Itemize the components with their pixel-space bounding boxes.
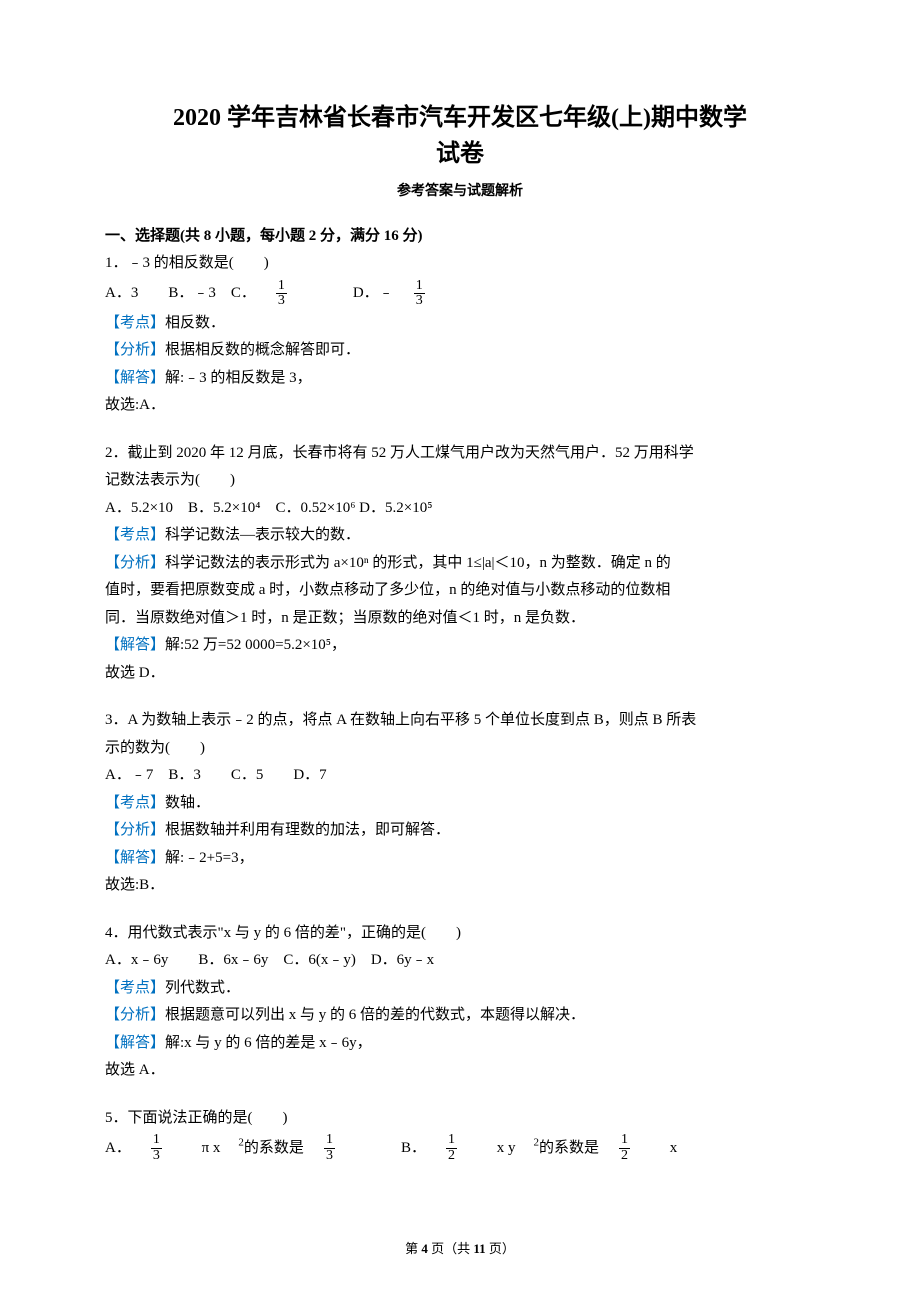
q1-conclusion: 故选:A． [105, 393, 815, 419]
question-2: 2．截止到 2020 年 12 月底，长春市将有 52 万人工煤气用户改为天然气… [105, 441, 815, 687]
q3-conclusion: 故选:B． [105, 873, 815, 899]
q3-stem-1: 3．A 为数轴上表示﹣2 的点，将点 A 在数轴上向右平移 5 个单位长度到点 … [105, 708, 815, 734]
fenxi-label: 【分析】 [105, 1007, 165, 1023]
fraction-one-third: 13 [276, 279, 305, 309]
question-5: 5．下面说法正确的是( ) A．13 π x2的系数是13 B．12 x y2的… [105, 1106, 815, 1164]
fraction-one-half: 12 [619, 1133, 648, 1163]
q5-opt-b-end: x [666, 1140, 677, 1156]
q1-fenxi: 【分析】根据相反数的概念解答即可． [105, 338, 815, 364]
jieda-label: 【解答】 [105, 370, 165, 386]
page-footer: 第 4 页（共 11 页） [0, 1238, 920, 1257]
q5-opt-a-mid: π x [198, 1140, 221, 1156]
q5-opt-b-mid: x y [493, 1140, 516, 1156]
q4-jieda: 【解答】解:x 与 y 的 6 倍的差是 x﹣6y， [105, 1031, 815, 1057]
q3-fenxi: 【分析】根据数轴并利用有理数的加法，即可解答． [105, 818, 815, 844]
q1-opt-d-prefix: D．﹣ [323, 285, 394, 301]
q5-opt-a-suffix: 的系数是 [244, 1140, 304, 1156]
q2-stem-1: 2．截止到 2020 年 12 月底，长春市将有 52 万人工煤气用户改为天然气… [105, 441, 815, 467]
document-title: 2020 学年吉林省长春市汽车开发区七年级(上)期中数学 试卷 [105, 100, 815, 172]
jieda-label: 【解答】 [105, 1035, 165, 1051]
q5-opt-b-prefix: B． [371, 1140, 426, 1156]
total-pages: 11 [473, 1241, 485, 1256]
q4-conclusion: 故选 A． [105, 1058, 815, 1084]
q4-kaodian: 【考点】列代数式． [105, 976, 815, 1002]
jieda-label: 【解答】 [105, 850, 165, 866]
kaodian-label: 【考点】 [105, 527, 165, 543]
fraction-one-third: 13 [324, 1133, 353, 1163]
q3-options: A．﹣7 B．3 C．5 D．7 [105, 763, 815, 789]
q1-stem: 1．﹣3 的相反数是( ) [105, 251, 815, 277]
question-1: 1．﹣3 的相反数是( ) A．3 B．﹣3 C． 13 D．﹣ 13 【考点】相反… [105, 251, 815, 419]
q2-conclusion: 故选 D． [105, 661, 815, 687]
q2-fenxi-2: 值时，要看把原数变成 a 时，小数点移动了多少位，n 的绝对值与小数点移动的位数… [105, 578, 815, 604]
kaodian-label: 【考点】 [105, 795, 165, 811]
q4-fenxi: 【分析】根据题意可以列出 x 与 y 的 6 倍的差的代数式，本题得以解决． [105, 1003, 815, 1029]
q1-jieda: 【解答】解:﹣3 的相反数是 3， [105, 366, 815, 392]
title-line-1: 2020 学年吉林省长春市汽车开发区七年级(上)期中数学 [173, 105, 747, 131]
q1-opt-ab-c-prefix: A．3 B．﹣3 C． [105, 285, 256, 301]
q4-options: A．x﹣6y B．6x﹣6y C．6(x﹣y) D．6y﹣x [105, 948, 815, 974]
q2-fenxi-3: 同．当原数绝对值＞1 时，n 是正数；当原数的绝对值＜1 时，n 是负数． [105, 606, 815, 632]
q2-jieda: 【解答】解:52 万=52 0000=5.2×10⁵， [105, 633, 815, 659]
q3-stem-2: 示的数为( ) [105, 736, 815, 762]
fenxi-label: 【分析】 [105, 555, 165, 571]
q1-kaodian: 【考点】相反数． [105, 311, 815, 337]
title-line-2: 试卷 [436, 141, 484, 167]
q3-jieda: 【解答】解:﹣2+5=3， [105, 846, 815, 872]
q5-opt-a-prefix: A． [105, 1140, 131, 1156]
q2-stem-2: 记数法表示为( ) [105, 468, 815, 494]
jieda-label: 【解答】 [105, 637, 165, 653]
fraction-one-third: 13 [151, 1133, 180, 1163]
fraction-one-half: 12 [446, 1133, 475, 1163]
kaodian-label: 【考点】 [105, 980, 165, 996]
q2-fenxi-1: 【分析】科学记数法的表示形式为 a×10ⁿ 的形式，其中 1≤|a|＜10，n … [105, 551, 815, 577]
q2-kaodian: 【考点】科学记数法—表示较大的数． [105, 523, 815, 549]
fraction-one-third: 13 [414, 279, 443, 309]
q5-stem: 5．下面说法正确的是( ) [105, 1106, 815, 1132]
section-header: 一、选择题(共 8 小题，每小题 2 分，满分 16 分) [105, 224, 815, 245]
q5-options: A．13 π x2的系数是13 B．12 x y2的系数是12 x [105, 1133, 815, 1163]
q1-options: A．3 B．﹣3 C． 13 D．﹣ 13 [105, 279, 815, 309]
fenxi-label: 【分析】 [105, 822, 165, 838]
fenxi-label: 【分析】 [105, 342, 165, 358]
question-4: 4．用代数式表示"x 与 y 的 6 倍的差"，正确的是( ) A．x﹣6y B… [105, 921, 815, 1084]
q4-stem: 4．用代数式表示"x 与 y 的 6 倍的差"，正确的是( ) [105, 921, 815, 947]
question-3: 3．A 为数轴上表示﹣2 的点，将点 A 在数轴上向右平移 5 个单位长度到点 … [105, 708, 815, 899]
document-subtitle: 参考答案与试题解析 [105, 180, 815, 200]
q3-kaodian: 【考点】数轴． [105, 791, 815, 817]
q5-opt-b-suffix: 的系数是 [539, 1140, 599, 1156]
kaodian-label: 【考点】 [105, 315, 165, 331]
q2-options: A．5.2×10 B．5.2×10⁴ C．0.52×10⁶ D．5.2×10⁵ [105, 496, 815, 522]
